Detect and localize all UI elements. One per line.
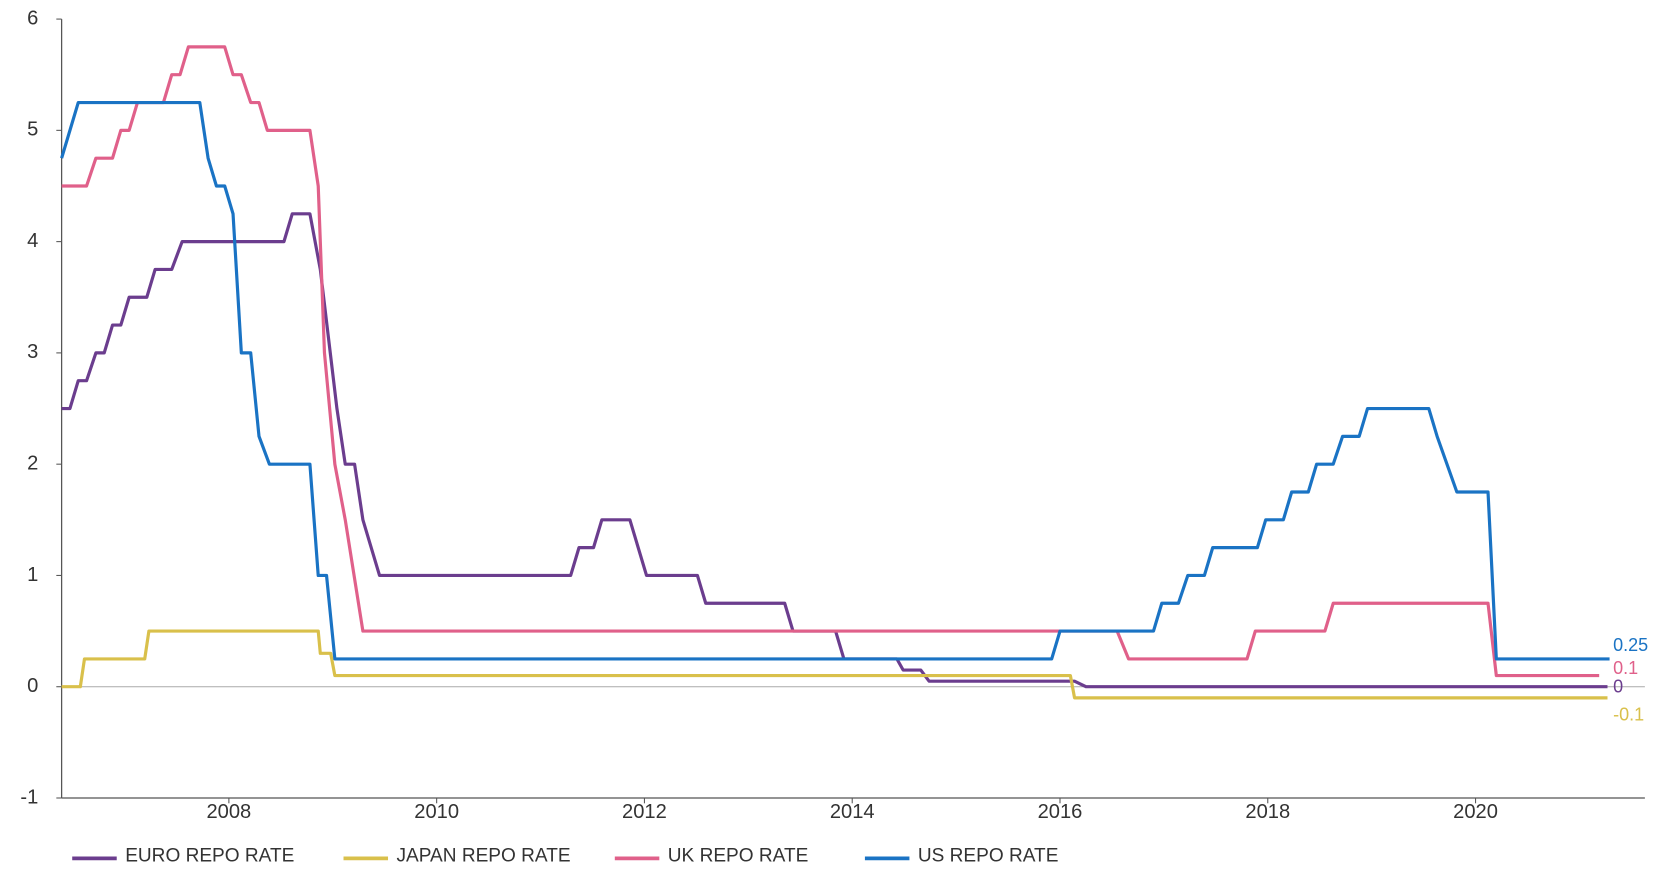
y-tick-label: 6 <box>27 7 38 29</box>
y-tick-label: -1 <box>20 786 38 808</box>
x-tick-label: 2016 <box>1038 801 1083 823</box>
series-line <box>61 45 1600 678</box>
end-label: 0 <box>1613 677 1623 697</box>
x-tick-label: 2014 <box>830 801 875 823</box>
legend-label: EURO REPO RATE <box>125 845 294 866</box>
series-line <box>61 212 1608 689</box>
legend-label: JAPAN REPO RATE <box>397 845 571 866</box>
x-tick-label: 2008 <box>206 801 251 823</box>
end-label: 0.1 <box>1613 658 1638 678</box>
y-tick-label: 5 <box>27 119 38 141</box>
legend-label: UK REPO RATE <box>668 845 809 866</box>
x-tick-label: 2010 <box>414 801 459 823</box>
end-label: -0.1 <box>1613 705 1644 725</box>
x-tick-label: 2012 <box>622 801 667 823</box>
y-tick-label: 1 <box>27 564 38 586</box>
y-tick-label: 2 <box>27 452 38 474</box>
y-tick-label: 0 <box>27 675 38 697</box>
series-line <box>61 629 1608 700</box>
legend-label: US REPO RATE <box>918 845 1059 866</box>
x-tick-label: 2020 <box>1453 801 1498 823</box>
y-tick-label: 4 <box>27 230 38 252</box>
x-tick-label: 2018 <box>1245 801 1290 823</box>
end-label: 0.25 <box>1613 635 1648 655</box>
y-tick-label: 3 <box>27 341 38 363</box>
series-line <box>60 100 1610 661</box>
